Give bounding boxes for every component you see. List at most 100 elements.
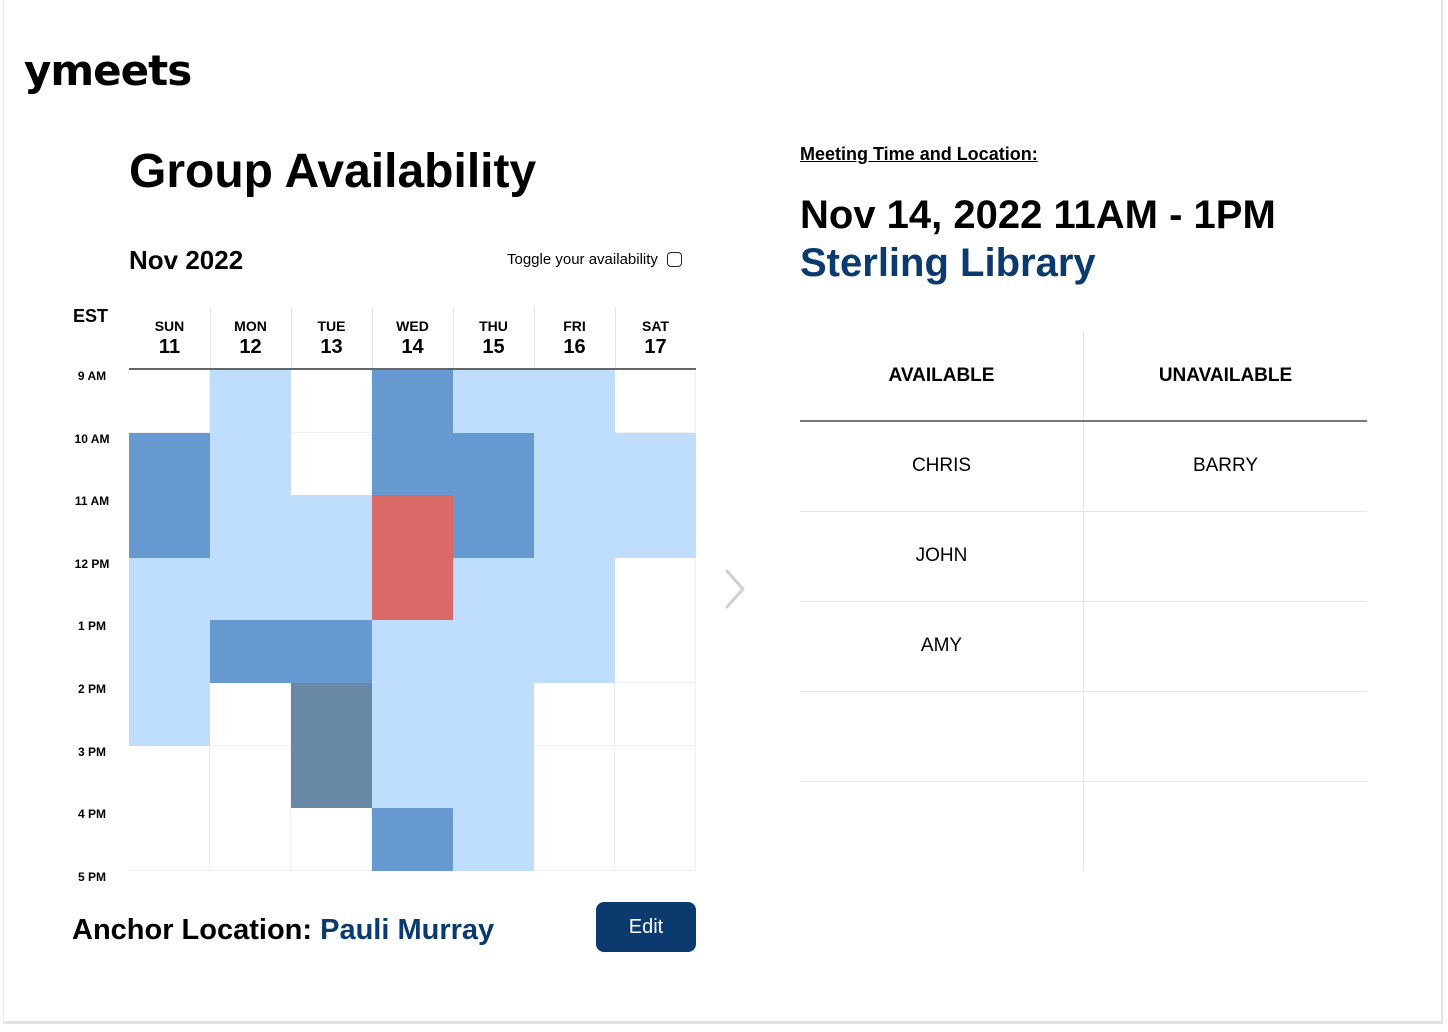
day-name: SAT [642, 318, 669, 334]
day-header: TUE 13 [291, 318, 372, 359]
time-slot[interactable] [453, 620, 534, 684]
time-slot[interactable] [534, 557, 615, 621]
table-row-divider [800, 691, 1367, 692]
toggle-availability[interactable]: Toggle your availability [507, 251, 682, 268]
time-slot[interactable] [291, 370, 372, 434]
time-slot[interactable] [534, 683, 615, 747]
day-header: WED 14 [372, 318, 453, 359]
time-slot[interactable] [372, 620, 453, 684]
time-slot[interactable] [534, 370, 615, 434]
table-row-divider [800, 781, 1367, 782]
available-participant: CHRIS [911, 455, 972, 476]
calendar-header-divider [129, 368, 696, 370]
edit-button[interactable]: Edit [596, 902, 696, 952]
day-header-separator [534, 307, 535, 369]
meeting-label: Meeting Time and Location: [800, 144, 1038, 164]
day-header: THU 15 [453, 318, 534, 359]
time-slot[interactable] [534, 620, 615, 684]
time-slot[interactable] [291, 495, 372, 559]
time-slot[interactable] [210, 370, 291, 434]
page-title: Group Availability [129, 145, 537, 198]
time-slot[interactable] [615, 683, 696, 747]
time-slot[interactable] [210, 745, 291, 809]
time-slot[interactable] [291, 808, 372, 872]
day-date: 11 [158, 336, 181, 358]
availability-grid[interactable] [129, 370, 696, 872]
time-slot[interactable] [453, 745, 534, 809]
time-slot[interactable] [534, 495, 615, 559]
time-slot[interactable] [615, 808, 696, 872]
day-header-separator [210, 307, 211, 369]
time-slot[interactable] [372, 683, 453, 747]
time-slot[interactable] [453, 495, 534, 559]
unavailable-header: UNAVAILABLE [1158, 365, 1293, 386]
time-label: 10 AM [74, 431, 110, 446]
time-slot[interactable] [372, 808, 453, 872]
time-slot[interactable] [291, 557, 372, 621]
time-slot[interactable] [129, 683, 210, 747]
day-name: SUN [154, 318, 185, 334]
time-slot[interactable] [129, 620, 210, 684]
day-name: WED [396, 318, 429, 334]
time-slot[interactable] [291, 432, 372, 496]
time-slot[interactable] [615, 495, 696, 559]
time-label: 11 AM [74, 494, 110, 509]
time-label: 4 PM [77, 807, 106, 822]
time-slot[interactable] [210, 557, 291, 621]
calendar-month: Nov 2022 [129, 245, 244, 275]
time-label: 3 PM [77, 744, 106, 759]
timezone-label: EST [73, 306, 109, 326]
day-name: TUE [317, 318, 346, 334]
time-slot[interactable] [615, 370, 696, 434]
time-slot[interactable] [453, 683, 534, 747]
time-slot[interactable] [534, 808, 615, 872]
time-slot[interactable] [291, 745, 372, 809]
time-slot[interactable] [291, 620, 372, 684]
time-slot[interactable] [291, 683, 372, 747]
anchor-location-label: Anchor Location: [72, 914, 321, 946]
time-slot[interactable] [534, 745, 615, 809]
toggle-availability-checkbox[interactable] [666, 252, 682, 267]
time-slot[interactable] [453, 557, 534, 621]
day-date: 16 [563, 336, 586, 358]
time-slot[interactable] [210, 683, 291, 747]
selected-time-slot[interactable] [372, 557, 453, 621]
anchor-location-value: Pauli Murray [320, 914, 495, 946]
time-slot[interactable] [372, 432, 453, 496]
day-name: FRI [563, 318, 586, 334]
time-slot[interactable] [372, 370, 453, 434]
time-slot[interactable] [453, 370, 534, 434]
chevron-right-icon[interactable] [718, 566, 754, 612]
time-slot[interactable] [129, 432, 210, 496]
day-header-separator [291, 307, 292, 369]
app-logo[interactable]: ymeets [24, 46, 192, 95]
available-participant: JOHN [915, 545, 968, 566]
time-slot[interactable] [615, 620, 696, 684]
time-slot[interactable] [615, 557, 696, 621]
time-slot[interactable] [210, 620, 291, 684]
time-label: 12 PM [74, 556, 110, 571]
day-date: 14 [401, 336, 424, 358]
time-slot[interactable] [453, 432, 534, 496]
time-label: 2 PM [77, 682, 106, 696]
time-slot[interactable] [210, 495, 291, 559]
time-slot[interactable] [210, 808, 291, 872]
time-slot[interactable] [129, 808, 210, 872]
time-slot[interactable] [210, 432, 291, 496]
time-slot[interactable] [453, 808, 534, 872]
selected-time-slot[interactable] [372, 495, 453, 559]
day-header: SAT 17 [615, 318, 696, 359]
time-slot[interactable] [129, 745, 210, 809]
unavailable-participant: BARRY [1192, 455, 1259, 476]
time-slot[interactable] [129, 557, 210, 621]
time-slot[interactable] [372, 745, 453, 809]
day-header-separator [615, 307, 616, 369]
time-label: 9 AM [77, 369, 107, 383]
time-slot[interactable] [534, 432, 615, 496]
time-slot[interactable] [615, 432, 696, 496]
time-slot[interactable] [129, 370, 210, 434]
table-header-divider [800, 420, 1367, 422]
meeting-location: Sterling Library [800, 241, 1096, 285]
time-slot[interactable] [129, 495, 210, 559]
time-slot[interactable] [615, 745, 696, 809]
